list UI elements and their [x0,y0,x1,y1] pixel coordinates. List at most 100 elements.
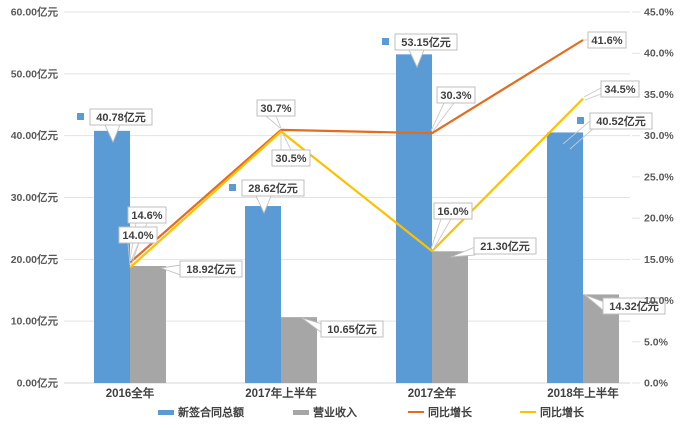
data-label-text: 41.6% [591,35,622,47]
data-label-callout: 10.65亿元 [301,317,384,338]
data-label-callout: 16.0% [430,202,473,251]
data-label-callout: 40.78亿元 [77,108,153,144]
y-axis-right-tick-label: 40.0% [644,48,674,60]
y-axis-right-tick-label: 30.0% [644,130,674,142]
x-axis-category-label: 2018年上半年 [547,386,619,400]
data-label-callout: 14.32亿元 [584,294,666,315]
data-label-text: 16.0% [437,206,468,218]
bar-revenue-0 [130,266,166,383]
callout-leader-line [432,218,452,251]
y-axis-right-tick-label: 5.0% [644,336,669,348]
data-label-text: 30.3% [440,90,471,102]
legend-label: 新签合同总额 [178,405,244,419]
legend-line-swatch [408,411,424,413]
y-axis-right-tick-label: 10.0% [644,295,674,307]
x-axis-category-label: 2017年上半年 [245,386,317,400]
callout-leader-line [130,242,140,267]
data-label-text: 21.30亿元 [480,239,530,253]
bar-revenue-1 [281,317,317,383]
callout-leader-line [584,93,602,101]
data-label-text: 14.0% [122,230,153,242]
callout-leader-line [275,115,282,129]
data-label-text: 10.65亿元 [327,322,377,336]
data-label-text: 18.92亿元 [186,262,236,276]
y-axis-left-tick-label: 10.00亿元 [11,315,59,328]
legend-label: 营业收入 [313,405,357,419]
callout-leader-line [265,115,281,129]
legend-item: 营业收入 [293,405,357,419]
callout-box [394,33,458,51]
y-axis-left-tick-label: 60.00亿元 [11,6,59,19]
legend-label: 同比增长 [540,405,585,419]
data-label-text: 34.5% [604,84,635,96]
data-label-callout: 30.3% [430,86,476,132]
callout-box [587,31,627,49]
y-axis-left-tick-label: 30.00亿元 [11,191,59,204]
callout-leader-line [562,120,591,145]
data-label-text: 53.15亿元 [401,35,451,49]
y-axis-right-tick-label: 45.0% [644,7,674,19]
y-axis-right-tick-label: 35.0% [644,89,674,101]
callout-box [589,112,653,130]
callout-box [433,202,473,220]
data-label-callout: 18.92亿元 [160,260,243,278]
data-label-text: 14.32亿元 [609,299,659,313]
line-yoy-growth-contracts [129,39,584,264]
data-label-text: 40.78亿元 [96,110,146,124]
bar-new-contracts-2 [396,54,432,383]
callout-leader-line [127,242,131,266]
series-marker-square [77,113,84,120]
y-axis-right-tick-label: 25.0% [644,171,674,183]
data-label-callout: 53.15亿元 [382,33,458,69]
callout-leader-line [282,133,292,151]
legend-item: 新签合同总额 [158,405,244,419]
y-axis-right-tick-label: 0.0% [644,378,669,390]
data-label-callout: 14.0% [118,226,158,267]
data-label-callout: 21.30亿元 [450,237,537,258]
y-axis-left-tick-label: 0.00亿元 [17,377,59,390]
series-marker-square [229,184,236,191]
callout-box [473,237,537,255]
callout-leader-line [583,87,602,98]
data-label-text: 28.62亿元 [248,181,298,195]
callout-box [241,179,305,197]
legend-label: 同比增长 [428,405,473,419]
data-label-callout: 34.5% [583,80,640,101]
callout-leader-line [432,102,455,132]
bar-new-contracts-1 [245,206,281,383]
x-axis-category-label: 2016全年 [106,386,155,400]
y-axis-right-tick-label: 15.0% [644,254,674,266]
series-marker-square [382,38,389,45]
data-label-text: 40.52亿元 [596,114,646,128]
y-axis-left-tick-label: 50.00亿元 [11,67,59,80]
line-yoy-growth-revenue [129,97,584,269]
data-label-text: 30.7% [260,103,291,115]
bar-new-contracts-3 [547,132,583,383]
bar-revenue-2 [432,251,468,383]
bar-new-contracts-0 [94,130,130,383]
callout-leader-line [569,126,596,150]
legend-item: 同比增长 [408,405,473,419]
legend-line-swatch [520,411,536,413]
callout-box [436,86,476,104]
callout-leader-line [430,218,442,250]
legend-item: 同比增长 [520,405,585,419]
callout-box [179,260,243,278]
y-axis-left-tick-label: 40.00亿元 [11,129,59,142]
callout-box [118,226,158,244]
callout-box [256,99,296,117]
legend-bar-swatch [293,410,309,415]
callout-box [600,80,640,98]
callout-box [271,149,311,167]
data-label-callout: 30.5% [271,133,311,167]
callout-leader-line [430,102,445,132]
series-marker-square [577,117,584,124]
callout-box [320,320,384,338]
y-axis-left-tick-label: 20.00亿元 [11,253,59,266]
data-label-text: 14.6% [131,210,162,222]
data-label-text: 30.5% [275,153,306,165]
data-label-callout: 30.7% [256,99,296,129]
callout-box [602,297,666,315]
